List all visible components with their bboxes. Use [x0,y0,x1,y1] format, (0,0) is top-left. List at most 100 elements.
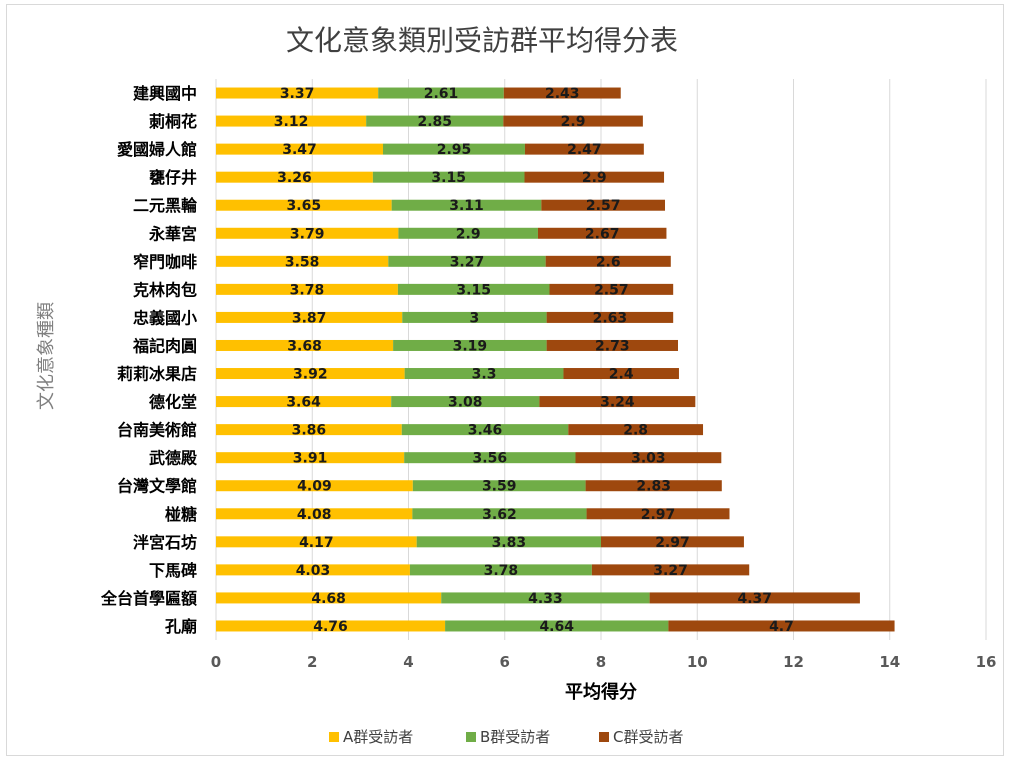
bar-segment [601,536,744,548]
bar-segment [397,283,550,295]
data-label: 3.3 [472,367,497,383]
bar-segment [404,368,564,380]
category-label: 德化堂 [149,393,197,412]
bar-segment [216,564,410,576]
x-tick-labels: 0 2 4 6 8 10 12 14 16 [211,653,997,671]
bar-segment [393,339,547,351]
data-label: 2.97 [641,507,676,523]
data-label: 3.47 [282,142,317,158]
chart-title: 文化意象類別受訪群平均得分表 [286,24,678,57]
bar-segment [575,452,722,464]
data-label: 3.24 [600,395,635,411]
data-label: 3.37 [280,86,315,102]
bar-segment [401,424,569,436]
bar-segment [216,171,373,183]
bar-segment [216,227,399,239]
bar-segment [441,592,650,604]
bar-segment [216,368,405,380]
bar-segment [216,255,389,267]
data-label: 4.76 [313,619,348,635]
category-labels: 建興國中莿桐花愛國婦人館甕仔井二元黑輪永華宮窄門咖啡克林肉包忠義國小福記肉圓莉莉… [100,84,198,636]
bar-segment [382,143,525,155]
category-label: 福記肉圓 [132,336,197,355]
data-label: 2.95 [437,142,472,158]
data-label: 2.47 [567,142,602,158]
legend-label: C群受訪者 [613,728,683,746]
data-label: 2.61 [424,86,459,102]
data-label: 3.27 [653,563,688,579]
data-label: 2.9 [456,226,481,242]
bar-segment [563,368,679,380]
gridlines [215,79,987,640]
bar-segment [549,283,674,295]
data-label: 2.9 [582,170,607,186]
data-label: 3.27 [450,254,485,270]
data-label: 4.17 [299,535,334,551]
bar-segment [391,396,540,408]
bar-segment [216,339,394,351]
x-tick-label: 4 [403,653,413,671]
bar-segment [216,536,417,548]
data-label: 2.8 [623,423,648,439]
x-tick-label: 0 [211,653,221,671]
data-label: 2.83 [636,479,671,495]
bar-segment [216,620,446,632]
bar-segment [216,283,398,295]
bar-segment [372,171,525,183]
data-label: 2.9 [561,114,586,130]
data-label: 4.68 [311,591,346,607]
data-label: 3.08 [448,395,483,411]
data-label: 2.43 [545,86,580,102]
x-axis-title: 平均得分 [565,681,637,703]
x-tick-label: 10 [687,653,708,671]
category-label: 椪糖 [165,505,197,524]
bar-segment [546,339,678,351]
data-label: 2.57 [586,198,621,214]
legend-label: B群受訪者 [480,728,550,746]
bar-segment [545,255,671,267]
bar-segment [216,143,383,155]
data-label: 3 [470,310,480,326]
data-label: 3.19 [453,338,488,354]
x-tick-label: 14 [879,653,900,671]
bar-segment [591,564,750,576]
data-label: 3.86 [292,423,327,439]
data-label: 4.64 [539,619,574,635]
bar-segment [216,508,413,520]
bar-segment [388,255,546,267]
legend-swatch [329,732,339,742]
legend: A群受訪者 B群受訪者 C群受訪者 [329,728,683,746]
data-label: 4.7 [769,619,794,635]
bar-segment [216,452,405,464]
y-axis-title: 文化意象種類 [36,302,57,410]
category-label: 二元黑輪 [133,196,198,215]
data-label: 3.11 [449,198,484,214]
bar-segment [402,311,547,323]
bar-segment [216,311,403,323]
data-label: 4.37 [737,591,772,607]
category-label: 下馬碑 [149,561,197,580]
bar-segment [404,452,576,464]
bar-segment [216,87,379,99]
x-tick-label: 12 [783,653,804,671]
data-label: 2.57 [594,282,629,298]
data-label: 3.78 [290,282,325,298]
data-label: 3.78 [484,563,519,579]
bar-segment [416,536,601,548]
bar-segment [398,227,538,239]
bar-segment [445,620,669,632]
category-label: 武德殿 [149,449,198,468]
category-label: 孔廟 [165,617,197,636]
data-label: 2.97 [655,535,690,551]
data-label: 3.56 [473,451,508,467]
data-label: 3.83 [492,535,527,551]
data-label: 3.15 [431,170,466,186]
bar-segment [524,171,665,183]
data-label: 3.87 [292,310,327,326]
data-label: 4.33 [528,591,563,607]
category-label: 永華宮 [148,224,197,243]
data-label: 2.6 [596,254,621,270]
data-label: 2.85 [417,114,452,130]
data-label: 3.65 [287,198,322,214]
bar-segment [409,564,592,576]
